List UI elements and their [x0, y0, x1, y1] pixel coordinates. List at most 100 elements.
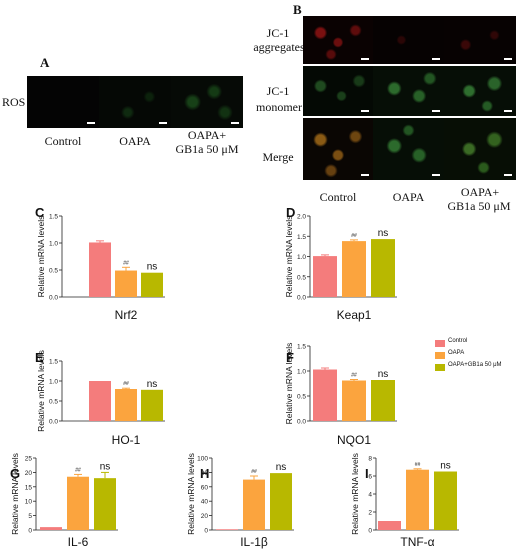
chart-h-annotation: ns: [276, 462, 287, 473]
chart-i-xlabel: TNF-α: [400, 535, 434, 549]
chart-c-annotation: ns: [147, 262, 158, 273]
chart-c-annotation: ##: [123, 260, 129, 266]
panel-a-col-gb1a: GB1a 50 μM: [175, 142, 239, 156]
panel-b-letter: B: [293, 2, 302, 17]
panel-a-col-oapa: OAPA: [119, 134, 151, 148]
chart-i-tick-label: 8: [368, 456, 372, 463]
jc1-aggregates-gb1a-image: [444, 16, 516, 64]
jc1-aggregates-control-image: [303, 16, 373, 64]
chart-h-tick-label: 60: [201, 484, 209, 491]
jc1-monomer-oapa-image: [373, 66, 444, 116]
chart-e-xlabel: HO-1: [112, 433, 141, 447]
chart-e-tick-label: 0.0: [49, 419, 58, 426]
jc1-monomer-gb1a-image: [444, 66, 516, 116]
chart-i-bar: [434, 471, 457, 530]
panel-a-letter: A: [40, 55, 50, 70]
ros-control-image: [27, 76, 99, 128]
chart-i-tick-label: 2: [368, 510, 372, 517]
panel-b-col-oapa: OAPA: [392, 190, 425, 204]
chart-d-bar: [313, 256, 337, 297]
chart-i-tick-label: 0: [368, 528, 372, 535]
chart-g-tick-label: 25: [25, 456, 33, 463]
panel-f-letter: F: [286, 350, 294, 365]
chart-d-xlabel: Keap1: [337, 308, 372, 322]
legend-swatch-control: [435, 340, 445, 347]
chart-f-tick-label: 1.0: [297, 369, 306, 376]
chart-c-tick-label: 0.0: [49, 295, 58, 302]
legend-swatch-oapa: [435, 352, 445, 359]
panel-h-letter: H: [200, 466, 209, 481]
chart-h-tick-label: 0: [204, 528, 208, 535]
chart-d-bar: [342, 241, 366, 297]
chart-g-bar: [94, 478, 116, 530]
chart-i-bar: [406, 469, 429, 530]
legend: Control OAPA OAPA+GB1a 50 μM: [435, 338, 520, 378]
chart-f-tick-label: 0.0: [297, 419, 306, 426]
chart-d-ylabel: Relative mRNA levels: [284, 216, 294, 298]
jc1-aggregates-oapa-image: [373, 16, 444, 64]
chart-g-bar: [40, 527, 62, 530]
legend-label-oapa: OAPA: [448, 350, 465, 356]
chart-e-ylabel: Relative mRNA levels: [36, 350, 46, 432]
chart-h-tick-label: 100: [197, 456, 208, 463]
chart-f-annotation: ns: [378, 369, 389, 380]
chart-g-bar: [67, 476, 89, 530]
chart-i-ylabel: Relative mRNA levels: [350, 453, 360, 535]
panel-d-letter: D: [286, 205, 295, 220]
chart-h-bar: [270, 473, 292, 530]
chart-g-tick-label: 0: [28, 528, 32, 535]
panel-b-col-oapa-plus: OAPA+: [460, 185, 500, 199]
legend-label-control: Control: [448, 338, 468, 344]
panel-b-row1-line1: JC-1: [266, 26, 290, 40]
chart-h-bar: [243, 479, 265, 530]
chart-g-annotation: ##: [75, 467, 81, 473]
jc1-monomer-control-image: [303, 66, 373, 116]
chart-d-tick-label: 0.5: [297, 274, 306, 281]
chart-d-annotation: ##: [351, 233, 357, 239]
chart-g-tick-label: 10: [25, 499, 33, 506]
chart-h-annotation: ##: [251, 469, 257, 475]
chart-e-annotation: ##: [123, 381, 129, 387]
chart-f-tick-label: 0.5: [297, 394, 306, 401]
chart-f-bar: [342, 380, 366, 421]
chart-f-xlabel: NQO1: [337, 433, 371, 447]
chart-c-bar: [115, 270, 137, 297]
chart-e-bar: [115, 389, 137, 421]
panel-a-col-control: Control: [44, 134, 82, 148]
chart-i-bar: [378, 521, 401, 530]
chart-d-tick-label: 1.5: [297, 234, 306, 241]
chart-c-ylabel: Relative mRNA levels: [36, 216, 46, 298]
chart-d-tick-label: 1.0: [297, 254, 306, 261]
panel-b-row1-line2: aggregates: [253, 40, 305, 54]
chart-h-bar: [216, 529, 238, 530]
panel-b-col-control: Control: [319, 190, 357, 204]
chart-g-tick-label: 20: [25, 470, 33, 477]
panel-a-row-label: ROS: [2, 95, 26, 109]
legend-swatch-gb1a: [435, 364, 445, 371]
chart-c-tick-label: 0.5: [49, 268, 58, 275]
panel-i-letter: I: [365, 466, 369, 481]
chart-h-xlabel: IL-1β: [240, 535, 268, 549]
chart-h-ylabel: Relative mRNA levels: [186, 453, 196, 535]
merge-oapa-image: [373, 118, 444, 180]
chart-d-annotation: ns: [378, 228, 389, 239]
chart-g-ylabel: Relative mRNA levels: [10, 453, 20, 535]
panel-a-col-oapa-plus: OAPA+: [187, 128, 227, 142]
chart-f-tick-label: 1.5: [297, 344, 306, 351]
chart-e-tick-label: 0.5: [49, 399, 58, 406]
chart-f-bar: [371, 380, 395, 421]
chart-f-annotation: ##: [351, 373, 357, 379]
panel-g-letter: G: [10, 466, 20, 481]
chart-i-tick-label: 6: [368, 474, 372, 481]
chart-c-xlabel: Nrf2: [115, 308, 138, 322]
chart-h-tick-label: 20: [201, 513, 209, 520]
merge-control-image: [303, 118, 373, 180]
chart-e-tick-label: 1.0: [49, 379, 58, 386]
ros-oapa-image: [99, 76, 171, 128]
panel-b-col-gb1a: GB1a 50 μM: [447, 199, 511, 213]
chart-g-tick-label: 5: [28, 513, 32, 520]
chart-i-annotation: ns: [440, 461, 451, 472]
legend-label-gb1a: OAPA+GB1a 50 μM: [448, 362, 502, 368]
chart-e-bar: [89, 381, 111, 421]
